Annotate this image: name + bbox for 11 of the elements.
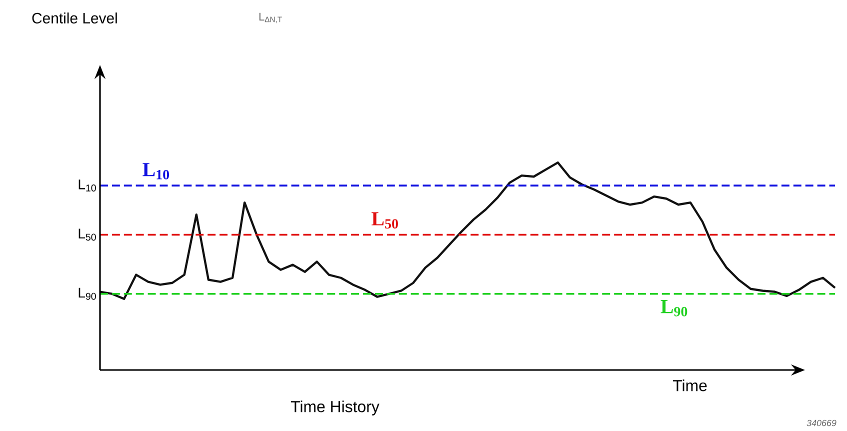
ref-line-label: L$_{50}$ xyxy=(372,212,398,229)
text: L$_{10}$ xyxy=(78,180,96,192)
text: L$_{50}$ xyxy=(78,228,96,241)
text: Centile Level xyxy=(32,12,117,24)
x-axis-title: Time xyxy=(672,380,707,392)
text: Time History xyxy=(290,400,380,416)
text: L$_{90}$ xyxy=(78,288,96,300)
ref-line-label: L$_{10}$ xyxy=(142,163,170,180)
ref-line-label: L$_{90}$ xyxy=(660,300,688,316)
text: L$_{ΔN,T}$ xyxy=(259,12,282,24)
text: 340669 xyxy=(806,420,836,426)
